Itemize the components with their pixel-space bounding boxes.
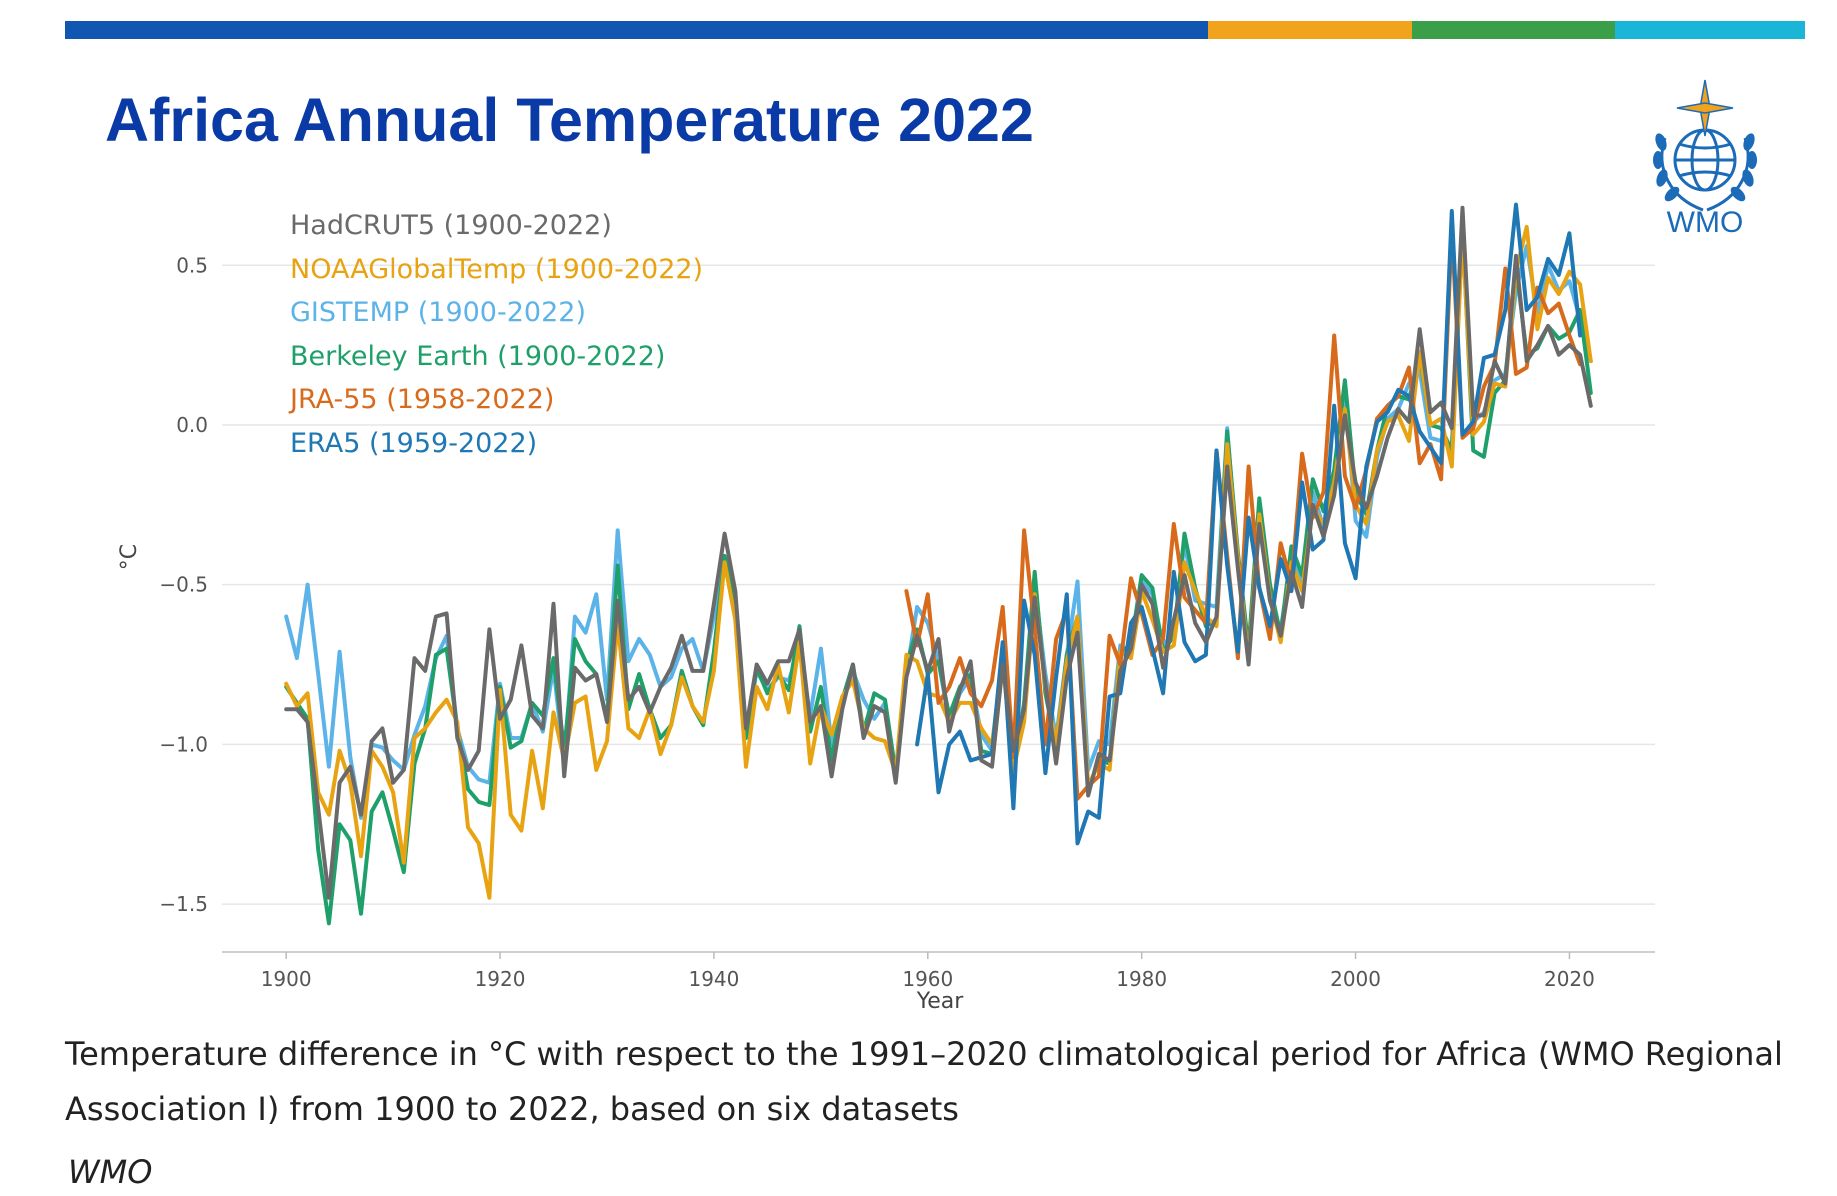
- top-bar-segment-cyan: [1615, 21, 1805, 39]
- legend-item-berkeley-earth: Berkeley Earth (1900-2022): [290, 340, 666, 372]
- x-tick-label: 1920: [475, 967, 526, 991]
- figure-source: WMO: [68, 1153, 153, 1191]
- x-tick-label: 2000: [1330, 967, 1381, 991]
- legend-item-hadcrut5: HadCRUT5 (1900-2022): [290, 210, 612, 241]
- y-tick-label: −0.5: [159, 573, 208, 597]
- y-tick-label: −1.5: [159, 892, 208, 916]
- series-line-era5: [915, 202, 1583, 846]
- wmo-logo-text: WMO: [1667, 206, 1744, 238]
- top-bar-segment-green: [1411, 21, 1616, 39]
- chart-legend: HadCRUT5 (1900-2022) NOAAGlobalTemp (190…: [290, 204, 703, 465]
- legend-item-gistemp: GISTEMP (1900-2022): [290, 297, 586, 328]
- y-tick-label: 0.5: [176, 253, 208, 277]
- axes: 0.5 0.0 −0.5 −1.0 −1.5 1900 1920 1940 1960 1980 20…: [159, 253, 1655, 991]
- y-axis-label: °C: [117, 544, 142, 570]
- top-bar-segment-blue: [65, 21, 1209, 39]
- x-tick-label: 2020: [1544, 967, 1595, 991]
- y-tick-label: 0.0: [176, 413, 208, 437]
- legend-item-jra55: JRA-55 (1958-2022): [290, 384, 555, 415]
- top-color-bar: [65, 21, 1805, 39]
- wmo-emblem-icon: WMO: [1653, 79, 1757, 239]
- legend-item-noaaglobaltemp: NOAAGlobalTemp (1900-2022): [290, 253, 704, 285]
- x-tick-label: 1960: [902, 967, 953, 991]
- top-bar-segment-orange: [1208, 21, 1412, 39]
- y-tick-label: −1.0: [159, 732, 208, 756]
- x-tick-label: 1900: [261, 967, 312, 991]
- figure-caption: Temperature difference in °C with respec…: [65, 1035, 1783, 1128]
- series-lines: [284, 202, 1593, 926]
- x-axis-label: Year: [916, 989, 965, 1010]
- x-tick-label: 1980: [1116, 967, 1167, 991]
- wmo-logo: WMO: [1645, 78, 1765, 239]
- temperature-line-chart: 0.5 0.0 −0.5 −1.0 −1.5 1900 1920 1940 1960 1980 20…: [117, 202, 1655, 1010]
- page-title: Africa Annual Temperature 2022: [105, 86, 1034, 154]
- x-tick-label: 1940: [688, 967, 739, 991]
- series-line-hadcrut5: [284, 205, 1593, 900]
- legend-item-era5: ERA5 (1959-2022): [290, 427, 538, 459]
